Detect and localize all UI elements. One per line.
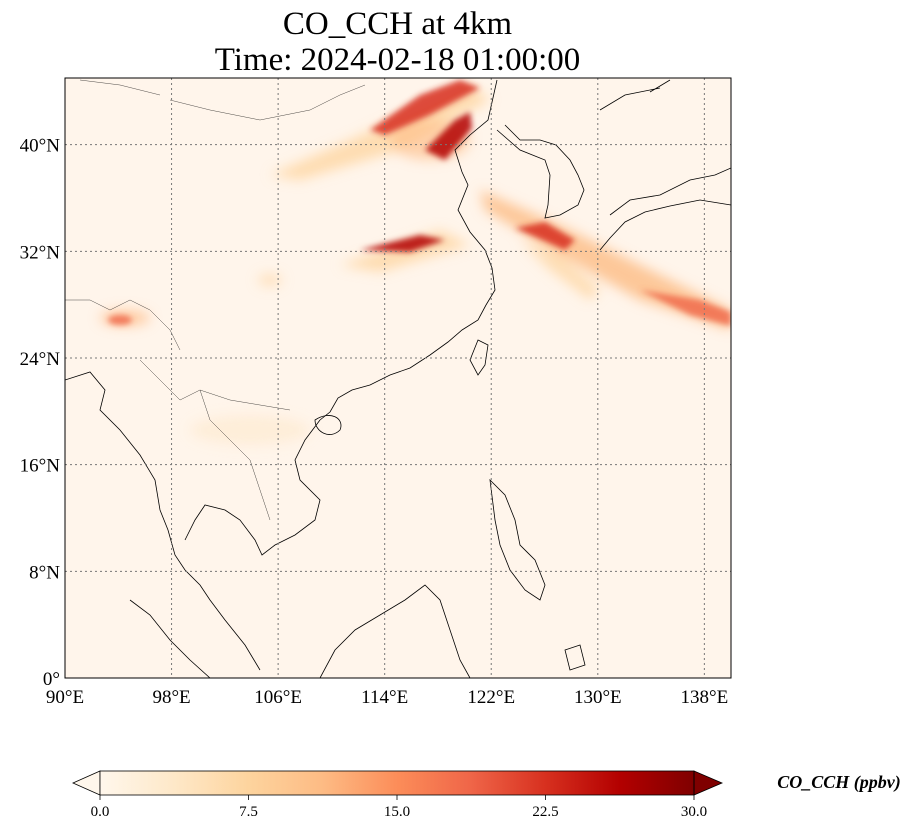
lon-tick-label: 122°E xyxy=(467,687,515,708)
colorbar-tick-label: 0.0 xyxy=(91,804,110,820)
japan-south-coast xyxy=(599,199,731,251)
plume-core-north xyxy=(370,80,480,135)
plume-core-bohai xyxy=(425,112,472,160)
colorbar-extend-high xyxy=(693,770,724,796)
lat-tick-label: 8°N xyxy=(29,562,60,583)
colorbar-ticks: 0.0 7.5 15.0 22.5 30.0 xyxy=(91,795,707,820)
lat-tick-label: 0° xyxy=(43,669,60,690)
sumatra-coast xyxy=(129,599,211,678)
lon-tick-label: 98°E xyxy=(152,687,190,708)
colorbar-tick-label: 7.5 xyxy=(239,804,258,820)
coastlines xyxy=(65,79,731,678)
colorbar-tick-label: 30.0 xyxy=(681,804,707,820)
taiwan-island xyxy=(469,339,489,376)
border-mongolia xyxy=(169,84,366,121)
hainan-island xyxy=(314,415,342,435)
map-background xyxy=(65,78,731,678)
lat-tick-label: 16°N xyxy=(20,456,61,477)
country-borders xyxy=(65,79,366,521)
lat-tick-label: 24°N xyxy=(20,349,61,370)
colorbar-label: CO_CCH (ppbv) xyxy=(777,772,901,793)
plume-core-central xyxy=(360,235,445,252)
indochina-west-coast xyxy=(65,371,261,671)
plume-sichuan xyxy=(258,274,282,286)
colorbar: 0.0 7.5 15.0 22.5 30.0 CO_CCH (ppbv) xyxy=(72,770,901,820)
lon-tick-label: 130°E xyxy=(574,687,622,708)
lon-tick-label: 138°E xyxy=(681,687,729,708)
lat-tick-label: 40°N xyxy=(20,136,61,157)
plume-core-east xyxy=(640,290,731,326)
philippines-coast xyxy=(489,478,546,601)
borneo-coast xyxy=(319,584,471,678)
korea-coast xyxy=(496,124,585,219)
plume-sea-band xyxy=(520,240,600,300)
border-indochina xyxy=(199,389,271,521)
border-northwest xyxy=(79,79,161,96)
gridlines xyxy=(65,78,731,678)
plume-south-haze xyxy=(190,415,310,445)
border-himalaya xyxy=(65,299,181,351)
lat-tick-label: 32°N xyxy=(20,242,61,263)
lon-tick-label: 114°E xyxy=(361,687,408,708)
far-east-coast xyxy=(599,79,671,111)
indochina-east-coast xyxy=(184,419,321,556)
colorbar-tick-label: 15.0 xyxy=(384,804,410,820)
axis-ticks: 90°E 98°E 106°E 114°E 122°E 130°E 138°E 0° 8°N 16… xyxy=(20,136,729,708)
colorbar-tick-label: 22.5 xyxy=(532,804,558,820)
map-frame xyxy=(64,77,732,679)
sulawesi-coast xyxy=(564,644,586,671)
chart-title-line2: Time: 2024-02-18 01:00:00 xyxy=(214,42,581,78)
plume-core-himalaya xyxy=(108,315,132,325)
concentration-field xyxy=(100,80,731,445)
china-east-coast xyxy=(319,79,498,421)
lon-tick-label: 106°E xyxy=(254,687,302,708)
colorbar-extend-low xyxy=(72,770,101,796)
plume-layer-core xyxy=(108,80,731,326)
japan-north-coast xyxy=(609,167,731,216)
plume-core-korea xyxy=(515,222,575,250)
colorbar-gradient xyxy=(100,771,694,795)
chart-title-line1: CO_CCH at 4km xyxy=(282,6,513,42)
lon-tick-label: 90°E xyxy=(46,687,84,708)
